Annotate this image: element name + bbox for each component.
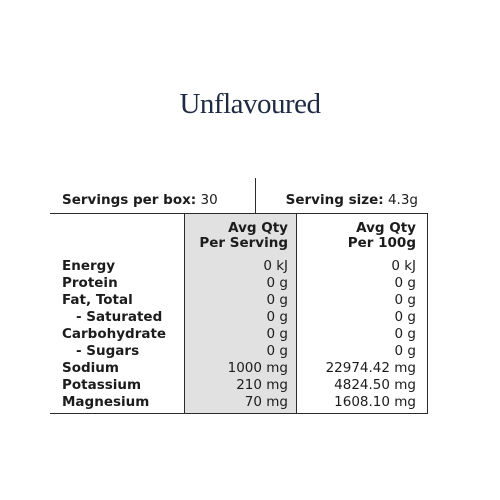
- servings-divider: [255, 178, 256, 213]
- per-serving-header-line1: Avg Qty: [228, 220, 288, 236]
- per-serving-value: 0 kJ: [263, 258, 288, 274]
- per-100g-header-line2: Per 100g: [347, 235, 416, 251]
- per-serving-column-shading: [184, 214, 296, 414]
- servings-value: 30: [200, 192, 218, 208]
- nutrient-row-fat-total: Fat, Total 0 g 0 g: [50, 292, 428, 309]
- nutrient-name: Magnesium: [62, 394, 150, 410]
- nutrient-name: - Sugars: [76, 343, 140, 359]
- per-serving-value: 0 g: [266, 326, 288, 342]
- nutrient-row-sugars: - Sugars 0 g 0 g: [50, 343, 428, 360]
- per-100g-header: Avg Qty Per 100g: [348, 221, 416, 251]
- per-100g-value: 0 g: [394, 292, 416, 308]
- column-divider-left: [184, 213, 185, 414]
- nutrient-name: Protein: [62, 275, 118, 291]
- servings-per-box: Servings per box: 30: [62, 192, 218, 208]
- column-divider-right: [296, 213, 297, 414]
- per-serving-header-line2: Per Serving: [199, 235, 288, 251]
- per-serving-header: Avg Qty Per Serving: [199, 221, 288, 251]
- per-100g-value: 0 g: [394, 275, 416, 291]
- per-serving-value: 1000 mg: [227, 360, 288, 376]
- per-serving-value: 0 g: [266, 343, 288, 359]
- nutrient-name: Potassium: [62, 377, 142, 393]
- per-100g-value: 0 g: [394, 309, 416, 325]
- header-divider: [50, 213, 428, 214]
- per-100g-value: 22974.42 mg: [325, 360, 416, 376]
- nutrient-row-energy: Energy 0 kJ 0 kJ: [50, 258, 428, 275]
- serving-size-label: Serving size:: [285, 192, 384, 208]
- nutrient-row-potassium: Potassium 210 mg 4824.50 mg: [50, 377, 428, 394]
- nutrient-name: Sodium: [62, 360, 119, 376]
- per-serving-value: 0 g: [266, 292, 288, 308]
- per-100g-value: 0 kJ: [391, 258, 416, 274]
- nutrition-panel: Servings per box: 30 Serving size: 4.3g …: [50, 178, 428, 414]
- per-100g-value: 1608.10 mg: [334, 394, 416, 410]
- per-100g-value: 0 g: [394, 326, 416, 342]
- per-serving-value: 0 g: [266, 275, 288, 291]
- per-100g-value: 0 g: [394, 343, 416, 359]
- serving-size-value: 4.3g: [387, 192, 418, 208]
- panel-right-border: [427, 213, 428, 414]
- nutrient-row-magnesium: Magnesium 70 mg 1608.10 mg: [50, 394, 428, 411]
- per-100g-value: 4824.50 mg: [334, 377, 416, 393]
- nutrient-row-protein: Protein 0 g 0 g: [50, 275, 428, 292]
- panel-bottom-border: [50, 413, 428, 414]
- product-title: Unflavoured: [179, 88, 321, 120]
- nutrient-row-sodium: Sodium 1000 mg 22974.42 mg: [50, 360, 428, 377]
- nutrient-name: - Saturated: [76, 309, 163, 325]
- nutrient-rows: Energy 0 kJ 0 kJ Protein 0 g 0 g Fat, To…: [50, 258, 428, 411]
- servings-label: Servings per box:: [62, 192, 197, 208]
- serving-size: Serving size: 4.3g: [286, 192, 418, 208]
- nutrient-row-carbohydrate: Carbohydrate 0 g 0 g: [50, 326, 428, 343]
- nutrient-name: Energy: [62, 258, 116, 274]
- per-serving-value: 210 mg: [236, 377, 288, 393]
- nutrient-name: Carbohydrate: [62, 326, 167, 342]
- nutrient-name: Fat, Total: [62, 292, 133, 308]
- per-100g-header-line1: Avg Qty: [356, 220, 416, 236]
- nutrient-row-saturated: - Saturated 0 g 0 g: [50, 309, 428, 326]
- per-serving-value: 0 g: [266, 309, 288, 325]
- per-serving-value: 70 mg: [244, 394, 288, 410]
